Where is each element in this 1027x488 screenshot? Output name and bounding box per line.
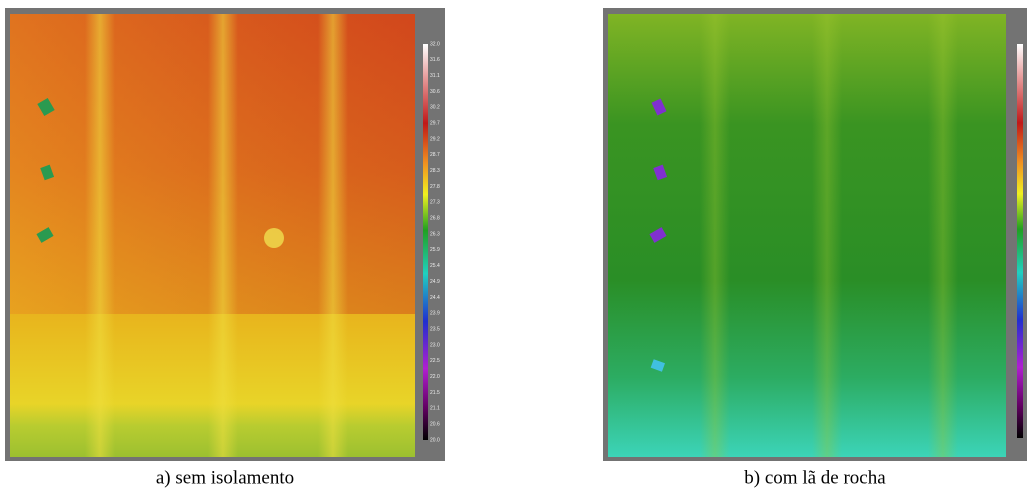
sensor [40, 164, 55, 181]
stud-band [85, 14, 115, 457]
colorbar-label: 26.3 [430, 231, 440, 237]
colorbar-label: 27.8 [430, 184, 440, 190]
colorbar-label: 24.4 [430, 295, 440, 301]
colorbar-label: 23.9 [430, 311, 440, 317]
colorbar-label: 24.9 [430, 279, 440, 285]
colorbar [423, 44, 428, 440]
colorbar-label: 30.2 [430, 105, 440, 111]
colorbar-label: 22.0 [430, 374, 440, 380]
colorbar-labels: 32.0 31.6 31.1 30.6 30.2 29.7 29.2 28.7 28.3 27.8… [430, 41, 440, 443]
colorbar-label: 25.9 [430, 247, 440, 253]
colorbar [1017, 44, 1023, 438]
sensor [37, 97, 55, 117]
colorbar-label: 32.0 [430, 41, 440, 47]
colorbar-label: 29.7 [430, 121, 440, 127]
colorbar-label: 31.6 [430, 57, 440, 63]
hot-spot [264, 228, 284, 248]
sensor [36, 227, 54, 243]
stud-band [208, 14, 238, 457]
sensor [650, 359, 666, 372]
colorbar-label: 28.7 [430, 152, 440, 158]
colorbar-label: 21.1 [430, 406, 440, 412]
stud-band [318, 14, 348, 457]
sensor [649, 227, 667, 243]
colorbar-label: 30.6 [430, 89, 440, 95]
sensor [653, 164, 668, 181]
colorbar-label: 20.6 [430, 421, 440, 427]
colorbar-label: 26.8 [430, 216, 440, 222]
colorbar-label: 28.3 [430, 168, 440, 174]
sensor [651, 98, 667, 116]
colorbar-label: 31.1 [430, 73, 440, 79]
stud-band [700, 14, 730, 457]
colorbar-label: 29.2 [430, 136, 440, 142]
colorbar-label: 27.3 [430, 200, 440, 206]
colorbar-label: 23.0 [430, 342, 440, 348]
colorbar-label: 20.0 [430, 437, 440, 443]
stud-band [812, 14, 842, 457]
caption: a) sem isolamento [156, 467, 294, 488]
stud-band [928, 14, 958, 457]
colorbar-label: 25.4 [430, 263, 440, 269]
colorbar-label: 22.5 [430, 358, 440, 364]
colorbar-label: 23.5 [430, 326, 440, 332]
caption: b) com lã de rocha [744, 467, 886, 488]
colorbar-label: 21.5 [430, 390, 440, 396]
